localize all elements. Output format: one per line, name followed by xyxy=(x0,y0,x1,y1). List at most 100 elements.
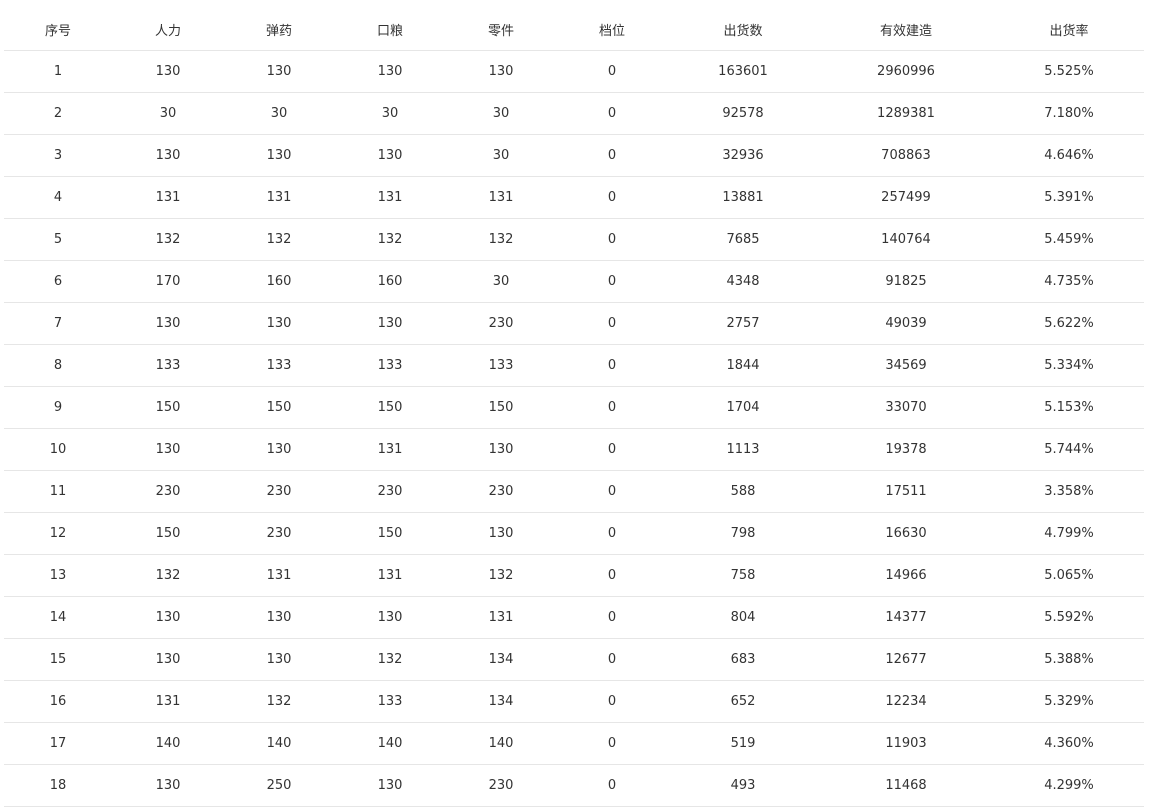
table-cell: 12234 xyxy=(818,680,994,723)
table-cell: 5.329% xyxy=(994,680,1144,723)
table-cell: 131 xyxy=(224,554,334,597)
table-row: 2 30 30 30 30 0 92578 1289381 7.180% xyxy=(4,92,1144,135)
table-cell: 7685 xyxy=(668,218,818,261)
table-cell: 133 xyxy=(224,344,334,387)
table-cell: 131 xyxy=(334,428,446,471)
column-header[interactable]: 零件 xyxy=(446,9,556,51)
column-header[interactable]: 有效建造 xyxy=(818,9,994,51)
table-cell: 131 xyxy=(112,680,224,723)
column-header[interactable]: 序号 xyxy=(4,9,112,51)
table-cell: 5.592% xyxy=(994,596,1144,639)
table-cell: 5.334% xyxy=(994,344,1144,387)
table-cell: 30 xyxy=(446,92,556,135)
table-cell: 150 xyxy=(112,512,224,555)
table-cell: 30 xyxy=(224,92,334,135)
table-row: 15 130 130 132 134 0 683 12677 5.388% xyxy=(4,638,1144,681)
table-row: 12 150 230 150 130 0 798 16630 4.799% xyxy=(4,512,1144,555)
table-cell: 160 xyxy=(224,260,334,303)
table-row: 6 170 160 160 30 0 4348 91825 4.735% xyxy=(4,260,1144,303)
table-cell: 132 xyxy=(334,638,446,681)
table-cell: 132 xyxy=(334,218,446,261)
table-cell: 5.153% xyxy=(994,386,1144,429)
table-cell: 130 xyxy=(112,764,224,807)
table-cell: 230 xyxy=(334,470,446,513)
table-cell: 130 xyxy=(446,512,556,555)
table-cell: 134 xyxy=(446,638,556,681)
table-cell: 11903 xyxy=(818,722,994,765)
table-cell: 2757 xyxy=(668,302,818,345)
table-cell: 652 xyxy=(668,680,818,723)
table-cell: 0 xyxy=(556,302,668,345)
table-cell: 130 xyxy=(224,596,334,639)
table-cell: 12677 xyxy=(818,638,994,681)
table-cell: 132 xyxy=(112,554,224,597)
table-cell: 0 xyxy=(556,92,668,135)
table-cell: 10 xyxy=(4,428,112,471)
table-cell: 132 xyxy=(446,218,556,261)
table-cell: 131 xyxy=(334,176,446,219)
column-header[interactable]: 弹药 xyxy=(224,9,334,51)
table-cell: 804 xyxy=(668,596,818,639)
column-header[interactable]: 出货率 xyxy=(994,9,1144,51)
table-row: 1 130 130 130 130 0 163601 2960996 5.525% xyxy=(4,50,1144,93)
table-cell: 758 xyxy=(668,554,818,597)
table-cell: 92578 xyxy=(668,92,818,135)
table-cell: 7.180% xyxy=(994,92,1144,135)
table-cell: 2 xyxy=(4,92,112,135)
table-cell: 0 xyxy=(556,386,668,429)
table-cell: 130 xyxy=(224,428,334,471)
table-cell: 130 xyxy=(334,50,446,93)
table-cell: 130 xyxy=(334,764,446,807)
table-cell: 15 xyxy=(4,638,112,681)
table-cell: 0 xyxy=(556,680,668,723)
table-cell: 5.391% xyxy=(994,176,1144,219)
table-cell: 133 xyxy=(334,680,446,723)
table-body: 1 130 130 130 130 0 163601 2960996 5.525% 2 30 30 30… xyxy=(4,50,1144,807)
results-table: 序号 人力 弹药 口粮 零件 档位 出货数 有效建造 出货率 1 130 130 130 130 0 163… xyxy=(4,9,1144,807)
table-cell: 150 xyxy=(334,512,446,555)
table-cell: 1844 xyxy=(668,344,818,387)
table-row: 3 130 130 130 30 0 32936 708863 4.646% xyxy=(4,134,1144,177)
table-cell: 130 xyxy=(112,596,224,639)
column-header[interactable]: 出货数 xyxy=(668,9,818,51)
table-cell: 0 xyxy=(556,260,668,303)
table-cell: 6 xyxy=(4,260,112,303)
table-cell: 130 xyxy=(224,50,334,93)
column-header[interactable]: 口粮 xyxy=(334,9,446,51)
table-cell: 683 xyxy=(668,638,818,681)
table-cell: 130 xyxy=(112,638,224,681)
table-cell: 0 xyxy=(556,764,668,807)
table-cell: 130 xyxy=(112,428,224,471)
table-cell: 160 xyxy=(334,260,446,303)
column-header[interactable]: 档位 xyxy=(556,9,668,51)
table-cell: 250 xyxy=(224,764,334,807)
table-cell: 16630 xyxy=(818,512,994,555)
table-cell: 257499 xyxy=(818,176,994,219)
table-cell: 4.360% xyxy=(994,722,1144,765)
table-cell: 7 xyxy=(4,302,112,345)
table-cell: 130 xyxy=(224,134,334,177)
table-cell: 132 xyxy=(224,680,334,723)
table-cell: 1113 xyxy=(668,428,818,471)
table-cell: 14377 xyxy=(818,596,994,639)
table-cell: 130 xyxy=(334,596,446,639)
table-cell: 0 xyxy=(556,554,668,597)
table-cell: 493 xyxy=(668,764,818,807)
table-row: 7 130 130 130 230 0 2757 49039 5.622% xyxy=(4,302,1144,345)
table-cell: 1289381 xyxy=(818,92,994,135)
table-cell: 14966 xyxy=(818,554,994,597)
table-cell: 91825 xyxy=(818,260,994,303)
table-cell: 0 xyxy=(556,134,668,177)
table-row: 18 130 250 130 230 0 493 11468 4.299% xyxy=(4,764,1144,807)
table-cell: 17 xyxy=(4,722,112,765)
table-cell: 133 xyxy=(446,344,556,387)
table-cell: 17511 xyxy=(818,470,994,513)
table-row: 11 230 230 230 230 0 588 17511 3.358% xyxy=(4,470,1144,513)
table-header: 序号 人力 弹药 口粮 零件 档位 出货数 有效建造 出货率 xyxy=(4,9,1144,51)
table-cell: 13 xyxy=(4,554,112,597)
column-header[interactable]: 人力 xyxy=(112,9,224,51)
table-cell: 0 xyxy=(556,428,668,471)
header-row: 序号 人力 弹药 口粮 零件 档位 出货数 有效建造 出货率 xyxy=(4,9,1144,51)
table-cell: 150 xyxy=(334,386,446,429)
table-cell: 3 xyxy=(4,134,112,177)
